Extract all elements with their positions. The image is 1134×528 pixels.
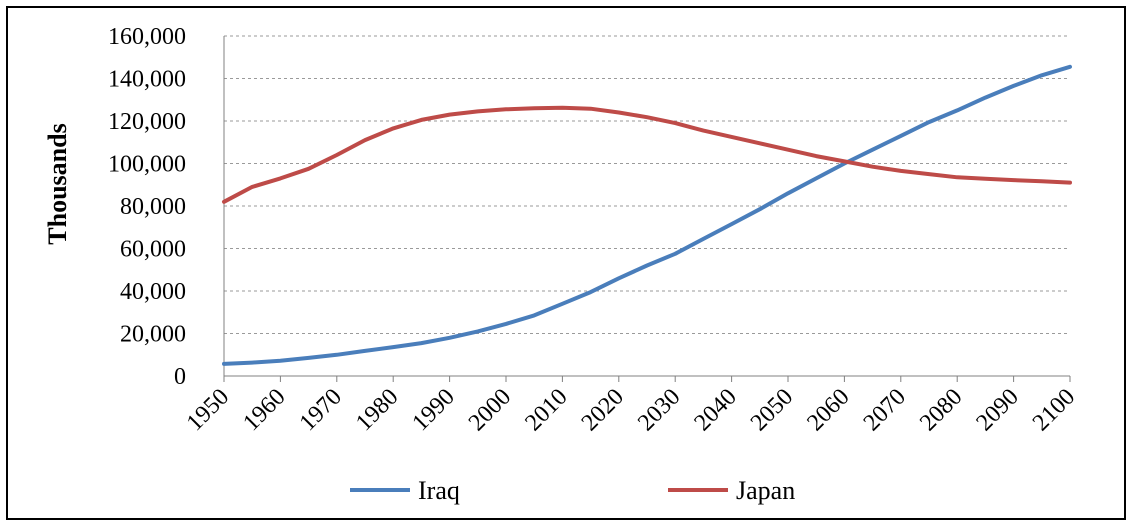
x-tick-label: 2040 [690, 384, 742, 436]
x-tick-label: 2010 [520, 384, 572, 436]
y-tick-label: 160,000 [108, 24, 186, 50]
series-line-japan [222, 105, 1072, 204]
x-tick-label: 2080 [915, 384, 967, 436]
chart-frame [6, 6, 1126, 520]
x-tick-label: 1990 [408, 384, 460, 436]
x-tick-label: 2090 [972, 384, 1024, 436]
x-tick-label: 2000 [464, 384, 516, 436]
y-tick-label: 100,000 [108, 152, 186, 178]
y-tick-label: 60,000 [120, 237, 186, 263]
x-tick-label: 2050 [746, 384, 798, 436]
x-axis-ticks: 1950 1960 1970 1980 1990 2000 2010 2020 2030 2040… [182, 376, 1080, 436]
y-tick-label: 20,000 [120, 322, 186, 348]
y-tick-label: 140,000 [108, 67, 186, 93]
y-tick-label: 0 [174, 364, 186, 390]
x-tick-label: 1980 [351, 384, 403, 436]
y-axis-label: Thousands [43, 123, 72, 244]
legend-label-japan: Japan [736, 476, 795, 505]
x-tick-label: 2070 [859, 384, 911, 436]
x-tick-label: 2030 [633, 384, 685, 436]
grid-lines [224, 35, 1070, 334]
x-tick-label: 1970 [295, 384, 347, 436]
legend-label-iraq: Iraq [418, 476, 460, 505]
series-lines [222, 64, 1072, 366]
y-tick-label: 80,000 [120, 194, 186, 220]
plot-area [223, 36, 1070, 377]
legend: Iraq Japan [350, 476, 795, 505]
x-tick-label: 1960 [238, 384, 290, 436]
series-line-iraq [222, 64, 1072, 366]
y-axis-ticks: 0 20,000 40,000 60,000 80,000 100,000 120,000 1… [108, 24, 186, 390]
x-tick-label: 2100 [1028, 384, 1080, 436]
y-tick-label: 40,000 [120, 279, 186, 305]
y-tick-label: 120,000 [108, 109, 186, 135]
x-tick-label: 1950 [182, 384, 234, 436]
x-tick-label: 2060 [802, 384, 854, 436]
x-tick-label: 2020 [577, 384, 629, 436]
